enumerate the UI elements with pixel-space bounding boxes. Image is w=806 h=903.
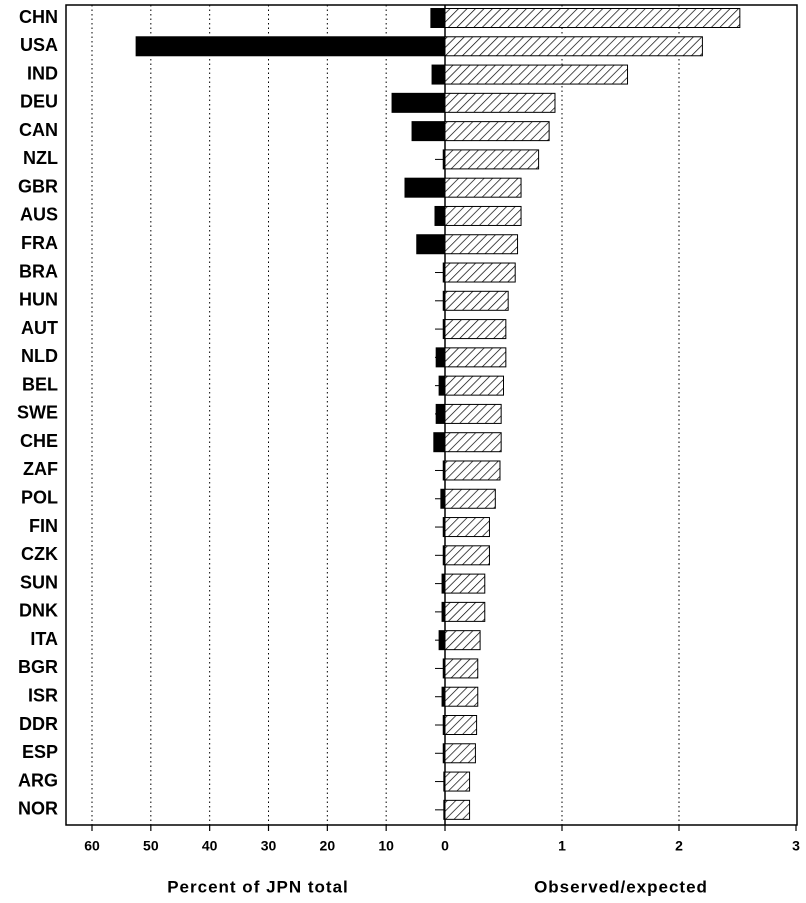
y-tick-label: GBR: [18, 176, 58, 196]
y-tick-label: ITA: [30, 629, 58, 649]
bar: [391, 92, 446, 113]
y-tick-label: CAN: [19, 120, 58, 140]
y-tick-label: SUN: [20, 572, 58, 592]
x-tick-label: 1: [558, 838, 566, 854]
bar: [444, 121, 550, 142]
y-tick-label: FRA: [21, 233, 58, 253]
y-tick-label: ESP: [22, 742, 58, 762]
bar: [404, 177, 446, 198]
bar: [444, 460, 501, 481]
x-axis-label-left: Percent of JPN total: [167, 877, 349, 896]
y-tick-label: NZL: [23, 148, 58, 168]
bar: [444, 799, 471, 820]
bar: [444, 658, 479, 679]
bar: [444, 205, 522, 226]
bar: [135, 36, 446, 57]
y-tick-label: NLD: [21, 346, 58, 366]
bar: [444, 290, 509, 311]
x-tick-label: 2: [675, 838, 683, 854]
bar: [444, 601, 486, 622]
bar: [444, 715, 478, 735]
bar: [444, 234, 519, 255]
bar: [433, 432, 446, 453]
y-tick-label: DDR: [19, 714, 58, 734]
y-tick-label: AUS: [20, 205, 58, 225]
y-tick-label: POL: [21, 488, 58, 508]
bar: [438, 375, 446, 396]
bar: [444, 347, 507, 368]
bar: [444, 686, 479, 707]
bar: [444, 545, 490, 566]
bar: [444, 630, 481, 651]
x-tick-label: 20: [320, 838, 336, 854]
bar: [435, 403, 446, 424]
bar: [444, 319, 507, 340]
y-tick-label: IND: [27, 63, 58, 83]
y-tick-label: USA: [20, 35, 58, 55]
x-tick-label: 10: [378, 838, 394, 854]
x-tick-label: 3: [792, 838, 800, 854]
y-tick-label: ISR: [28, 685, 58, 705]
x-tick-label: 50: [143, 838, 159, 854]
y-tick-label: DEU: [20, 92, 58, 112]
bar: [444, 573, 486, 594]
x-axis-label-right: Observed/expected: [534, 877, 708, 896]
bar: [444, 36, 703, 57]
x-tick-label: 40: [202, 838, 218, 854]
y-tick-label: HUN: [19, 290, 58, 310]
bar: [440, 488, 446, 509]
bar: [411, 121, 446, 142]
y-tick-label: ARG: [18, 770, 58, 790]
y-tick-label: BRA: [19, 261, 58, 281]
x-tick-label: 60: [84, 838, 100, 854]
bar: [444, 375, 504, 396]
bar: [444, 771, 471, 792]
y-tick-label: FIN: [29, 516, 58, 536]
y-tick-label: BEL: [22, 374, 58, 394]
bar: [444, 8, 741, 28]
bar: [444, 149, 540, 170]
bar: [444, 403, 502, 424]
bar: [444, 262, 516, 283]
bar: [431, 64, 446, 85]
bar: [444, 64, 629, 85]
bar: [430, 8, 446, 28]
bar: [435, 347, 446, 368]
bar: [444, 743, 476, 764]
y-tick-label: AUT: [21, 318, 58, 338]
y-tick-label: DNK: [19, 601, 58, 621]
bar: [444, 177, 522, 198]
y-tick-label: CHN: [19, 7, 58, 27]
bar: [416, 234, 446, 255]
y-tick-label: NOR: [18, 799, 58, 819]
y-tick-label: CHE: [20, 431, 58, 451]
bar: [434, 205, 446, 226]
y-tick-label: CZK: [21, 544, 58, 564]
y-tick-label: ZAF: [23, 459, 58, 479]
bar: [444, 517, 490, 538]
x-tick-label: 0: [441, 838, 449, 854]
bar: [444, 92, 556, 113]
plot-frame: [65, 4, 798, 826]
y-tick-label: SWE: [17, 403, 58, 423]
bar: [444, 488, 496, 509]
bar: [438, 630, 446, 651]
y-tick-label: BGR: [18, 657, 58, 677]
bar: [444, 432, 502, 453]
x-tick-label: 30: [261, 838, 277, 854]
